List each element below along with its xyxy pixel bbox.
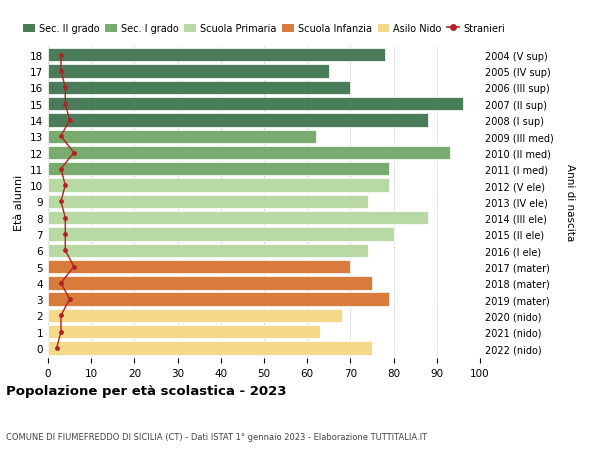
Bar xyxy=(48,114,428,127)
Bar xyxy=(48,293,389,306)
Bar xyxy=(48,49,385,62)
Legend: Sec. II grado, Sec. I grado, Scuola Primaria, Scuola Infanzia, Asilo Nido, Stran: Sec. II grado, Sec. I grado, Scuola Prim… xyxy=(19,20,509,38)
Bar xyxy=(48,277,372,290)
Bar xyxy=(48,195,368,209)
Bar xyxy=(48,163,389,176)
Text: Popolazione per età scolastica - 2023: Popolazione per età scolastica - 2023 xyxy=(6,384,287,397)
Bar xyxy=(48,98,463,111)
Y-axis label: Anni di nascita: Anni di nascita xyxy=(565,163,575,241)
Bar xyxy=(48,212,428,225)
Bar xyxy=(48,260,350,274)
Bar xyxy=(48,341,372,355)
Y-axis label: Età alunni: Età alunni xyxy=(14,174,25,230)
Bar xyxy=(48,325,320,339)
Bar xyxy=(48,146,450,160)
Bar xyxy=(48,244,368,257)
Bar xyxy=(48,309,342,322)
Bar xyxy=(48,82,350,95)
Bar xyxy=(48,228,394,241)
Bar xyxy=(48,179,389,192)
Bar xyxy=(48,130,316,144)
Bar xyxy=(48,65,329,78)
Text: COMUNE DI FIUMEFREDDO DI SICILIA (CT) - Dati ISTAT 1° gennaio 2023 - Elaborazion: COMUNE DI FIUMEFREDDO DI SICILIA (CT) - … xyxy=(6,431,427,441)
